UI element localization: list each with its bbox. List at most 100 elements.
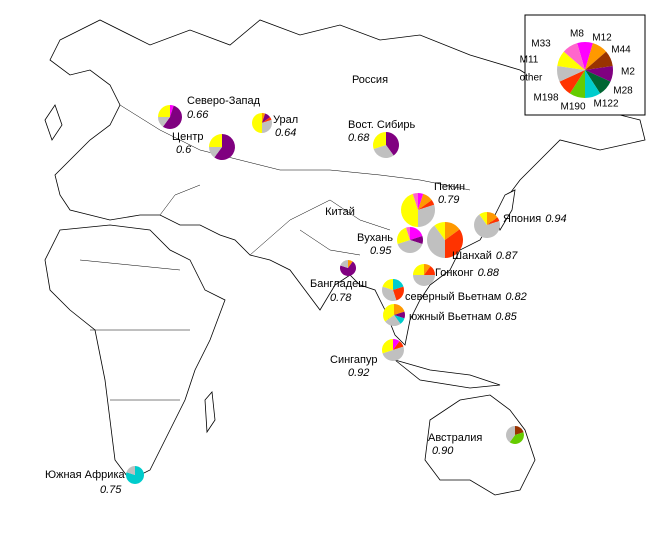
pie-slice bbox=[487, 217, 500, 225]
region-name: Пекин bbox=[434, 181, 465, 193]
map-label: Китай bbox=[325, 206, 355, 218]
region-diversity: 0.66 bbox=[187, 109, 209, 121]
legend-swatch bbox=[557, 51, 585, 70]
pie-slice bbox=[214, 134, 235, 160]
legend-label: M190 bbox=[560, 102, 585, 113]
pie-slice bbox=[412, 193, 418, 210]
pie-slice bbox=[424, 266, 435, 275]
legend-label: M11 bbox=[520, 55, 539, 66]
legend-label: M198 bbox=[533, 93, 558, 104]
region-diversity: 0.94 bbox=[545, 213, 566, 225]
africa bbox=[44, 224, 226, 481]
pie-slice bbox=[445, 229, 463, 258]
australia bbox=[424, 394, 536, 496]
region-diversity: 0.95 bbox=[370, 245, 392, 257]
legend-swatch bbox=[569, 70, 585, 98]
legend-swatch bbox=[563, 43, 585, 70]
pie-slice bbox=[393, 279, 404, 290]
indonesia bbox=[394, 359, 501, 389]
pie-slice bbox=[393, 339, 400, 350]
region-diversity: 0.85 bbox=[495, 311, 517, 323]
pie-slice bbox=[383, 303, 394, 322]
great-britain bbox=[44, 104, 63, 141]
region-name: Центр bbox=[172, 131, 204, 143]
pie-slice bbox=[509, 432, 524, 445]
region-diversity: 0.64 bbox=[275, 127, 296, 139]
pie-slice bbox=[382, 346, 404, 361]
pie-slice bbox=[427, 225, 445, 258]
pie-slice bbox=[397, 227, 410, 245]
legend-swatch bbox=[585, 43, 607, 70]
region-name: Австралия bbox=[428, 432, 482, 444]
pie-slice bbox=[394, 311, 405, 319]
region-name: Вухань bbox=[357, 232, 393, 244]
region-name: Северо-Запад bbox=[187, 95, 261, 107]
legend-swatch bbox=[585, 70, 611, 94]
pie-slice bbox=[126, 466, 135, 475]
pie-slice bbox=[209, 134, 222, 147]
pie-slice bbox=[479, 212, 487, 225]
pie-slice bbox=[434, 222, 445, 240]
pie-slice bbox=[474, 214, 500, 239]
region-diversity: 0.75 bbox=[100, 484, 122, 496]
region-name: Сингапур bbox=[330, 354, 378, 366]
region-name: Южная Африка bbox=[45, 469, 126, 481]
pie-slice bbox=[209, 147, 222, 158]
region-diversity: 0.88 bbox=[478, 267, 500, 279]
borders bbox=[79, 104, 471, 401]
pie-slice bbox=[382, 279, 393, 290]
legend-label: M122 bbox=[593, 99, 618, 110]
pie-slice bbox=[348, 260, 353, 268]
landmass bbox=[44, 19, 646, 496]
pie-slice bbox=[262, 119, 272, 133]
legend-swatch bbox=[585, 70, 601, 98]
pie-slice bbox=[382, 286, 397, 301]
pie-slice bbox=[158, 117, 170, 127]
region-name: Урал bbox=[273, 114, 298, 126]
pie-slice bbox=[424, 264, 431, 275]
pie-slice bbox=[445, 221, 460, 240]
pie-slice bbox=[418, 193, 432, 210]
region-diversity: 0.82 bbox=[505, 291, 526, 303]
region-diversity: 0.78 bbox=[330, 292, 352, 304]
pie-slice bbox=[158, 105, 170, 117]
pie-slice bbox=[418, 204, 436, 227]
pie-slice bbox=[372, 132, 386, 150]
region-name: южный Вьетнам bbox=[409, 311, 491, 323]
region-name: северный Вьетнам bbox=[405, 291, 501, 303]
region-name: Гонконг bbox=[435, 267, 474, 279]
legend-label: M44 bbox=[611, 45, 631, 56]
pie-slice bbox=[413, 264, 424, 275]
map-label: Россия bbox=[352, 74, 388, 86]
pie-slice bbox=[397, 240, 423, 254]
legend-label: M33 bbox=[531, 39, 551, 50]
pie-slice bbox=[394, 315, 405, 324]
legend-swatch bbox=[577, 42, 593, 70]
pie-slice bbox=[413, 275, 435, 286]
pie-slice bbox=[487, 211, 498, 225]
pie-slice bbox=[394, 304, 405, 315]
pie-slice bbox=[418, 200, 435, 210]
pie-slice bbox=[252, 113, 262, 133]
legend-label: other bbox=[520, 73, 543, 84]
pie-slice bbox=[340, 261, 356, 277]
pie-slice bbox=[162, 105, 182, 129]
pie-slice bbox=[385, 315, 401, 327]
pie-slice bbox=[505, 426, 515, 443]
pie-slice bbox=[262, 117, 272, 123]
legend-label: M8 bbox=[570, 29, 584, 40]
pie-slice bbox=[170, 105, 174, 117]
region-diversity: 0.87 bbox=[496, 250, 518, 262]
legend-label: M12 bbox=[592, 33, 612, 44]
legend-label: M28 bbox=[613, 86, 633, 97]
pie-slice bbox=[410, 227, 423, 240]
pie-slice bbox=[382, 339, 393, 354]
madagascar bbox=[204, 391, 216, 434]
pie-slice bbox=[262, 113, 266, 123]
pie-slice bbox=[401, 193, 418, 227]
pie-slice bbox=[418, 193, 424, 210]
